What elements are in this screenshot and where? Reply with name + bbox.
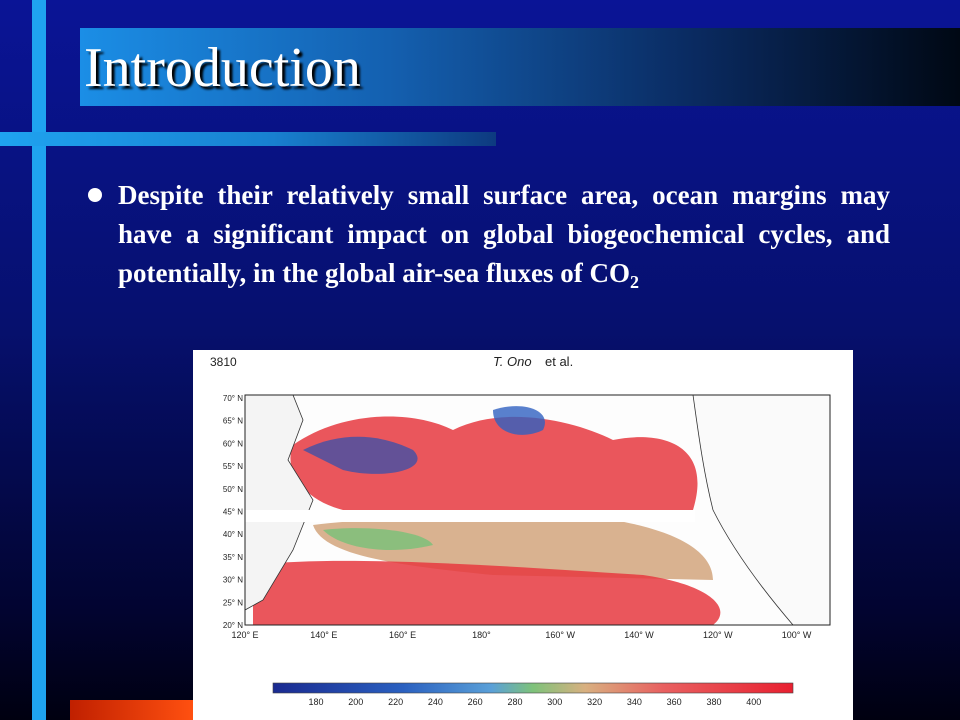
latitude-label: 35° N <box>223 553 243 562</box>
longitude-label: 100° W <box>782 630 812 640</box>
colorbar-label: 260 <box>468 697 483 707</box>
colorbar-label: 180 <box>308 697 323 707</box>
latitude-label: 70° N <box>223 394 243 403</box>
page-number: 3810 <box>210 355 237 369</box>
title-band <box>80 28 960 106</box>
latitude-label: 20° N <box>223 621 243 630</box>
colorbar-label: 300 <box>547 697 562 707</box>
latitude-label: 55° N <box>223 462 243 471</box>
longitude-label: 180° <box>472 630 491 640</box>
latitude-label: 45° N <box>223 508 243 517</box>
accent-bar <box>70 700 193 720</box>
colorbar-label: 220 <box>388 697 403 707</box>
longitude-label: 160° W <box>545 630 575 640</box>
latitude-label: 25° N <box>223 598 243 607</box>
author-suffix: et al. <box>545 354 573 369</box>
latitude-label: 65° N <box>223 417 243 426</box>
colorbar-label: 280 <box>507 697 522 707</box>
colorbar <box>272 682 794 694</box>
colorbar-label: 240 <box>428 697 443 707</box>
author: T. Ono <box>493 354 532 369</box>
accent-bar <box>0 132 496 146</box>
bullet-dot <box>88 188 102 202</box>
latitude-label: 40° N <box>223 530 243 539</box>
longitude-label: 140° E <box>310 630 337 640</box>
colorbar-label: 320 <box>587 697 602 707</box>
colorbar-label: 340 <box>627 697 642 707</box>
subscript: 2 <box>630 272 639 292</box>
slide-title: Introduction <box>84 37 361 99</box>
colorbar-label: 360 <box>667 697 682 707</box>
map <box>245 395 830 625</box>
colorbar-label: 400 <box>746 697 761 707</box>
figure: 3810 T. Ono et al. 70° N 65° N 60° N 55° N 5… <box>193 350 853 720</box>
bullet-body: Despite their relatively small surface a… <box>118 180 890 288</box>
longitude-label: 160° E <box>389 630 416 640</box>
bullet-text: Despite their relatively small surface a… <box>118 176 890 293</box>
longitude-label: 120° W <box>703 630 733 640</box>
longitude-label: 140° W <box>624 630 654 640</box>
latitude-label: 30° N <box>223 576 243 585</box>
latitude-label: 50° N <box>223 485 243 494</box>
accent-bar <box>32 0 46 720</box>
latitude-label: 60° N <box>223 439 243 448</box>
map-frame <box>244 394 831 626</box>
colorbar-label: 380 <box>706 697 721 707</box>
longitude-label: 120° E <box>231 630 258 640</box>
colorbar-label: 200 <box>348 697 363 707</box>
